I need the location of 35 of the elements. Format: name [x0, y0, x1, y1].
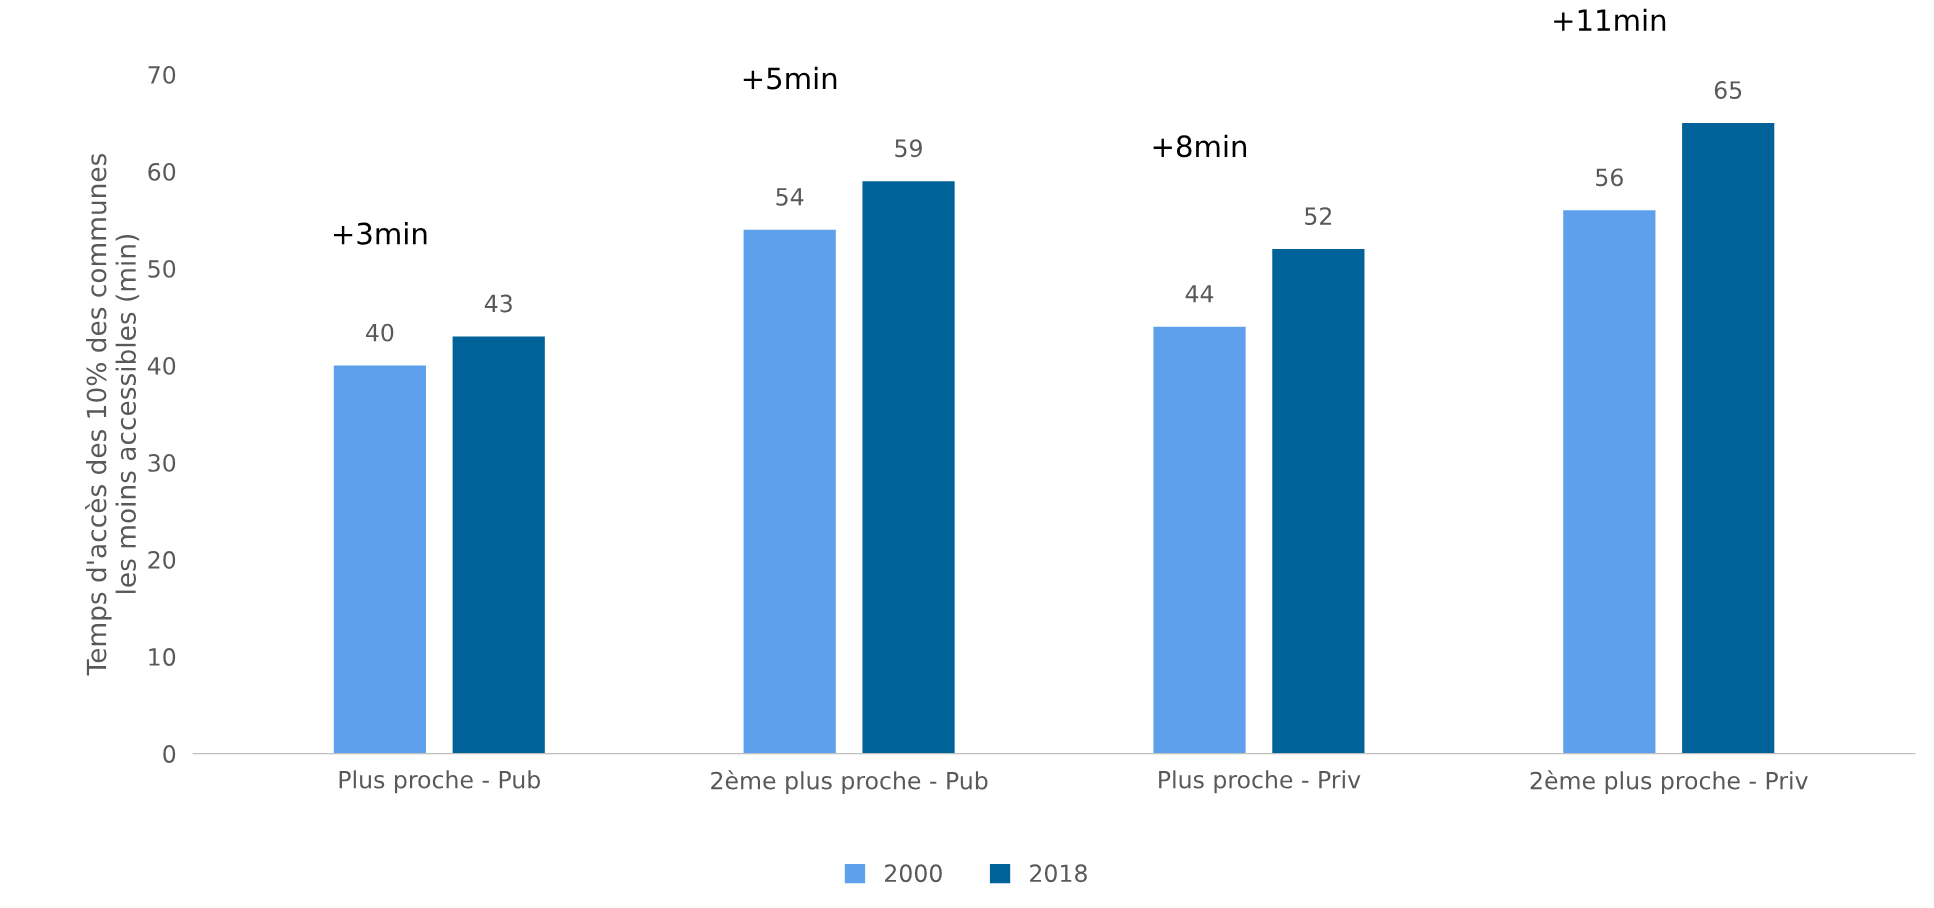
data-label: 43 — [484, 294, 512, 313]
data-label: 54 — [776, 188, 804, 206]
y-tick-label: 70 — [148, 65, 176, 84]
data-label: 59 — [895, 139, 922, 158]
y-tick-label: 60 — [148, 162, 176, 181]
legend-label: 2018 — [1030, 864, 1087, 883]
annotation: +3min — [333, 222, 427, 245]
data-label: 52 — [1305, 207, 1332, 226]
y-tick-label: 30 — [148, 454, 176, 472]
bar — [1153, 326, 1246, 754]
data-label: 56 — [1596, 168, 1623, 187]
bar — [1272, 249, 1365, 754]
annotation: +8min — [1153, 134, 1247, 158]
y-axis-title: Temps d'accès des 10% des communes les moins accessibles (min) — [84, 153, 140, 676]
data-label: 65 — [1714, 81, 1742, 99]
x-tick-label: Plus proche - Priv — [1159, 770, 1361, 794]
bar — [1563, 210, 1656, 754]
y-tick-label: 20 — [148, 551, 176, 569]
y-tick-label: 0 — [163, 745, 176, 763]
bar — [333, 365, 426, 754]
y-tick-label: 50 — [148, 259, 176, 278]
y-tick-label: 10 — [149, 648, 176, 666]
data-label: 44 — [1185, 285, 1214, 303]
x-tick-label: Plus proche - Pub — [339, 770, 540, 794]
text: +11min — [1554, 8, 1666, 31]
bar — [862, 181, 955, 754]
x-tick-label: 2ème plus proche - Pub — [711, 770, 988, 795]
annotation: +5min — [743, 66, 837, 90]
data-label: 40 — [366, 323, 394, 342]
x-tick-label: 2ème plus proche - Priv — [1530, 770, 1808, 795]
legend-label: 2000 — [885, 864, 942, 883]
y-tick-label: 40 — [147, 356, 176, 375]
bar — [452, 336, 545, 754]
bar — [1682, 122, 1775, 754]
bar — [743, 229, 836, 754]
